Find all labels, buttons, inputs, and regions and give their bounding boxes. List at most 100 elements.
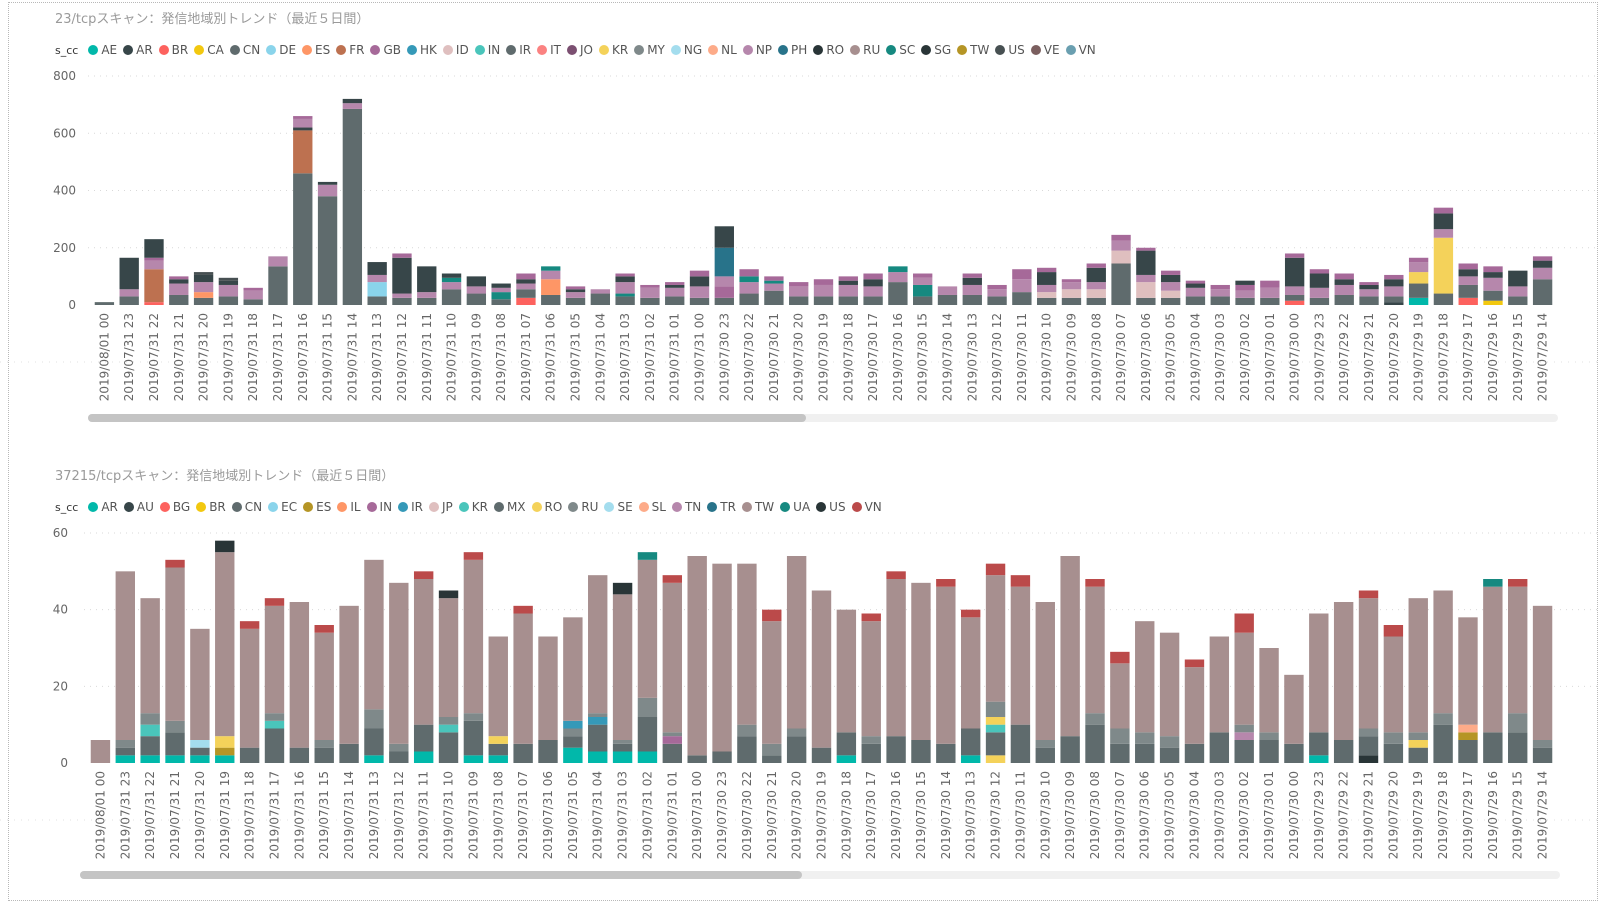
- bar-segment-ru[interactable]: [662, 732, 683, 737]
- legend-item-es[interactable]: ES: [303, 500, 331, 514]
- bar-segment-np[interactable]: [615, 282, 635, 294]
- bar-segment-tw[interactable]: [1159, 632, 1180, 737]
- bar-segment-np[interactable]: [491, 287, 511, 293]
- bar-segment-vn[interactable]: [413, 571, 434, 579]
- bar-segment-tw[interactable]: [413, 579, 434, 725]
- bar-segment-cn[interactable]: [665, 296, 685, 305]
- bar-segment-cn[interactable]: [563, 736, 583, 748]
- bar-segment-ru[interactable]: [1532, 740, 1553, 748]
- bar-segment-cn[interactable]: [937, 294, 958, 305]
- bar-segment-ua[interactable]: [1483, 579, 1503, 587]
- bar-segment-vn[interactable]: [1508, 579, 1528, 587]
- bar-segment-us[interactable]: [193, 272, 214, 275]
- bar-segment-cn[interactable]: [441, 289, 462, 305]
- bar-segment-tw[interactable]: [1508, 586, 1528, 714]
- bar-segment-us[interactable]: [1358, 755, 1379, 763]
- legend-item-ae[interactable]: AE: [88, 43, 117, 57]
- bar-segment-vn[interactable]: [1383, 625, 1404, 637]
- bar-segment-vn[interactable]: [1234, 613, 1254, 633]
- bar-segment-np[interactable]: [317, 184, 338, 197]
- bar-segment-cn[interactable]: [739, 293, 759, 305]
- bar-segment-kr[interactable]: [264, 720, 285, 729]
- bar-segment-np[interactable]: [193, 282, 214, 293]
- bar-segment-cn[interactable]: [987, 296, 1007, 305]
- bar-segment-cn[interactable]: [243, 299, 263, 305]
- bar-segment-ar[interactable]: [1136, 250, 1156, 275]
- bar-segment-ar[interactable]: [1359, 284, 1379, 290]
- bar-segment-np[interactable]: [739, 282, 759, 294]
- bar-segment-tw[interactable]: [90, 740, 111, 763]
- legend-item-br[interactable]: BR: [158, 43, 188, 57]
- chart-legend[interactable]: s_cc AR AU BG BR CN EC ES IL IN IR JP KR MX RO RU SE SL T…: [55, 498, 888, 516]
- bar-segment-cn[interactable]: [264, 728, 285, 764]
- bar-segment-np[interactable]: [1061, 282, 1082, 290]
- bar-segment-sc[interactable]: [615, 293, 635, 297]
- bar-segment-ar[interactable]: [563, 747, 583, 763]
- bar-segment-tw[interactable]: [1234, 632, 1254, 725]
- bar-segment-es[interactable]: [541, 279, 561, 295]
- bar-segment-ru[interactable]: [1110, 728, 1130, 744]
- bar-segment-cn[interactable]: [1235, 297, 1255, 305]
- bar-segment-tw[interactable]: [1010, 586, 1031, 725]
- bar-segment-np[interactable]: [144, 260, 164, 270]
- bar-segment-ar[interactable]: [190, 755, 210, 763]
- bar-segment-ar[interactable]: [491, 283, 511, 288]
- bar-segment-ar[interactable]: [169, 279, 189, 284]
- bar-segment-tw[interactable]: [1184, 667, 1205, 744]
- bar-segment-cn[interactable]: [1185, 296, 1206, 305]
- bar-segment-cn[interactable]: [1086, 297, 1106, 305]
- bar-segment-ar[interactable]: [1433, 213, 1454, 230]
- bar-segment-cn[interactable]: [169, 294, 189, 305]
- bar-segment-tw[interactable]: [538, 636, 558, 741]
- bar-segment-np[interactable]: [937, 286, 958, 295]
- bar-segment-us[interactable]: [215, 540, 235, 553]
- bar-segment-gb[interactable]: [565, 286, 586, 290]
- bar-segment-np[interactable]: [516, 283, 536, 290]
- bar-segment-tw[interactable]: [786, 556, 807, 729]
- bar-segment-vn[interactable]: [985, 563, 1006, 576]
- bar-segment-cn[interactable]: [119, 296, 139, 305]
- bar-segment-ar[interactable]: [1284, 257, 1305, 287]
- bar-segment-tw[interactable]: [1209, 636, 1230, 733]
- bar-segment-tw[interactable]: [911, 582, 931, 740]
- bar-segment-ru[interactable]: [364, 709, 384, 729]
- bar-segment-cn[interactable]: [985, 732, 1006, 756]
- bar-segment-ar[interactable]: [588, 751, 608, 764]
- bar-segment-cn[interactable]: [140, 736, 160, 756]
- bar-segment-sc[interactable]: [491, 292, 511, 300]
- bar-segment-ru[interactable]: [1508, 713, 1528, 733]
- bar-segment-cn[interactable]: [413, 724, 434, 752]
- bar-segment-ar[interactable]: [1532, 260, 1553, 268]
- bar-segment-tw[interactable]: [1483, 586, 1503, 733]
- legend-item-bg[interactable]: BG: [159, 500, 190, 514]
- bar-segment-cn[interactable]: [293, 173, 313, 305]
- bar-segment-gb[interactable]: [1235, 284, 1255, 291]
- bar-segment-np[interactable]: [1384, 286, 1404, 297]
- bar-segment-cn[interactable]: [640, 297, 660, 305]
- bar-segment-np[interactable]: [1012, 279, 1032, 293]
- bar-segment-cn[interactable]: [689, 297, 710, 305]
- bar-segment-np[interactable]: [888, 272, 908, 283]
- bar-segment-cn[interactable]: [714, 297, 734, 305]
- bar-segment-ar[interactable]: [1508, 270, 1528, 287]
- legend-item-au[interactable]: AU: [123, 500, 154, 514]
- bar-segment-np[interactable]: [1160, 282, 1181, 291]
- bar-segment-tw[interactable]: [115, 571, 135, 740]
- bar-segment-tw[interactable]: [1408, 598, 1428, 733]
- bar-segment-cn[interactable]: [936, 743, 956, 763]
- bar-segment-gb[interactable]: [863, 273, 883, 280]
- bar-segment-cn[interactable]: [612, 743, 633, 752]
- bar-segment-cn[interactable]: [314, 747, 334, 763]
- bar-chart[interactable]: 0 20 40 60 2019/08/01 00 2019/07/31 23 2019/07…: [0, 465, 1600, 903]
- bar-segment-gb[interactable]: [1111, 234, 1131, 241]
- bar-segment-br[interactable]: [1284, 300, 1305, 305]
- bar-segment-ar[interactable]: [417, 266, 437, 293]
- bar-segment-tw[interactable]: [1110, 663, 1130, 729]
- bar-segment-fr[interactable]: [144, 269, 164, 303]
- bar-segment-np[interactable]: [1433, 229, 1454, 238]
- bar-segment-gb[interactable]: [739, 269, 759, 277]
- bar-segment-cn[interactable]: [888, 282, 908, 305]
- bar-segment-gb[interactable]: [1334, 273, 1354, 280]
- legend-item-mx[interactable]: MX: [493, 500, 526, 514]
- bar-segment-ru[interactable]: [115, 740, 135, 748]
